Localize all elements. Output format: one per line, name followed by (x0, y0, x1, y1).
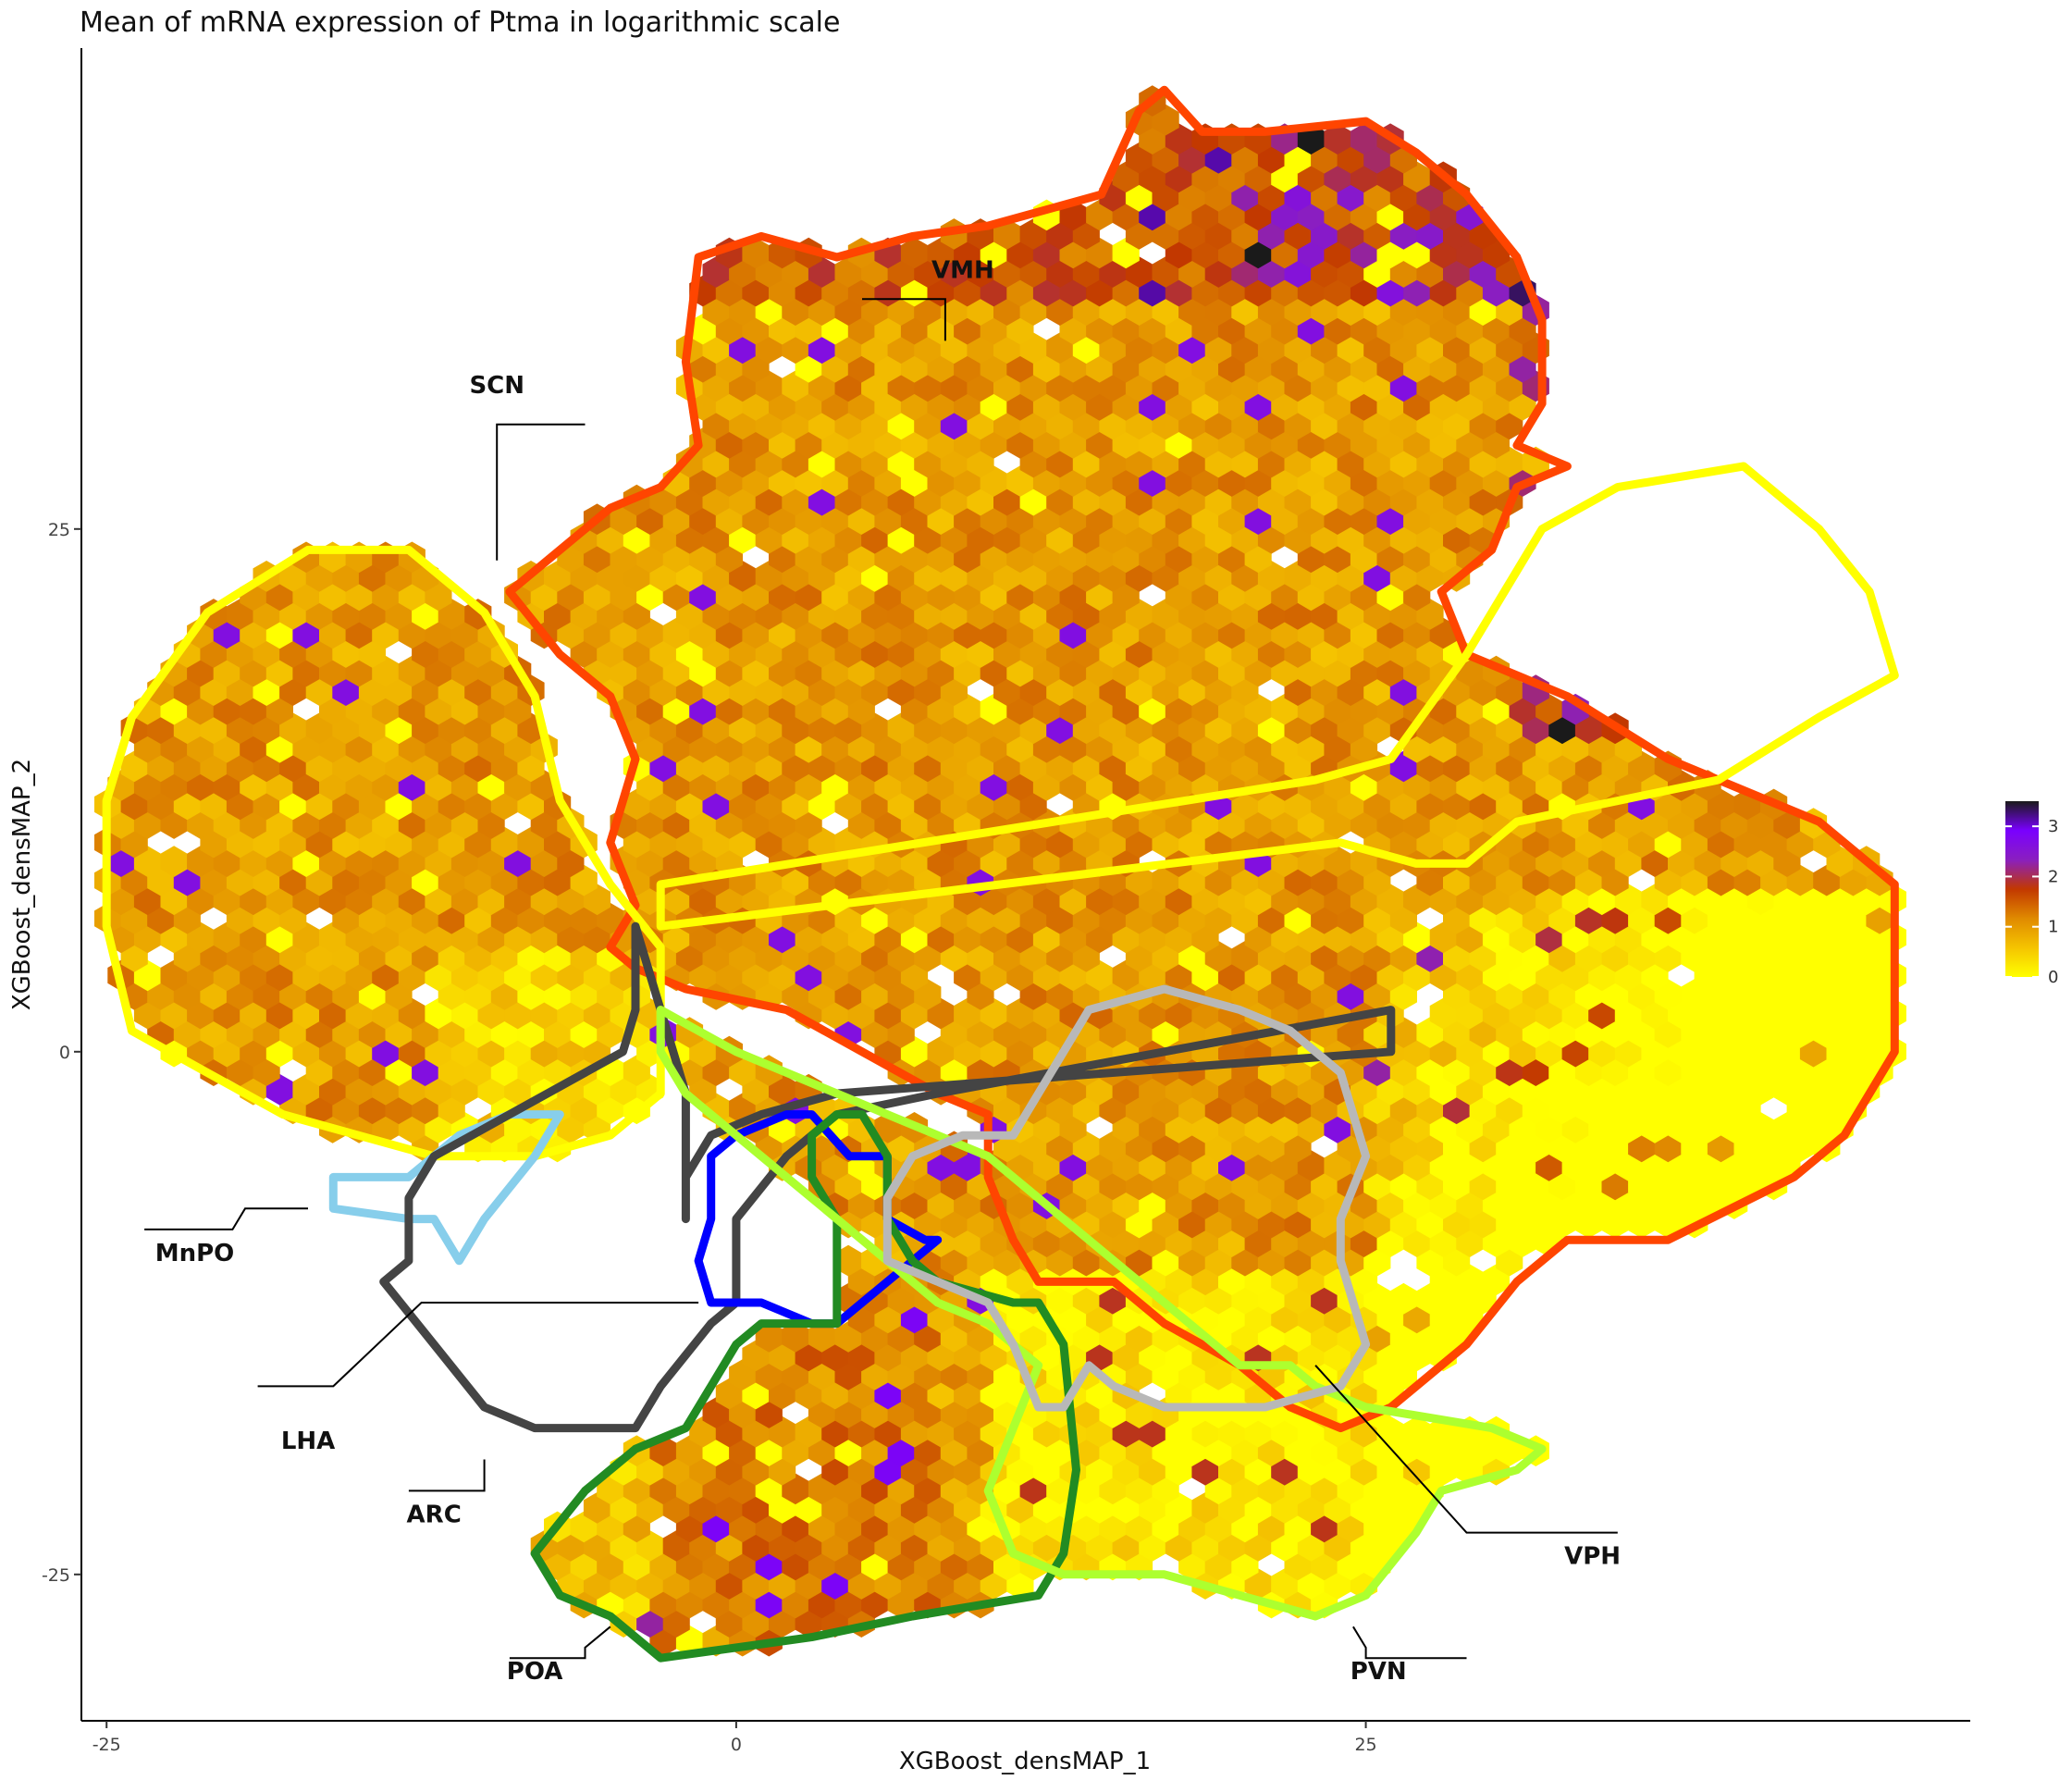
leader-line-poa (509, 1625, 611, 1660)
region-labels: VMH SCN MnPO LHA ARC POA PVN VPH (155, 257, 1621, 1686)
region-label-lha: LHA (281, 1428, 335, 1455)
region-label-pvn: PVN (1350, 1658, 1407, 1686)
hex-cell (742, 237, 770, 269)
region-outline-pvn (656, 1006, 1547, 1621)
region-outlines (102, 85, 1899, 1663)
hex-cell (834, 1244, 862, 1277)
y-tick-label: 0 (59, 1043, 70, 1063)
legend-tick-label: 0 (2048, 968, 2058, 987)
region-outline-arc (694, 1110, 943, 1329)
region-label-vmh: VMH (931, 257, 994, 285)
x-tick-label: 0 (731, 1735, 742, 1755)
color-legend: 0 1 2 3 (2005, 801, 2058, 987)
region-outline-vph (882, 984, 1371, 1412)
y-axis-ticks: -25 0 25 (42, 520, 81, 1586)
x-tick-label: 25 (1354, 1735, 1376, 1755)
region-leader-lines (144, 298, 1618, 1660)
x-tick-label: -25 (92, 1735, 121, 1755)
legend-tick-label: 2 (2048, 867, 2058, 886)
region-label-mnpo: MnPO (155, 1240, 235, 1267)
region-outline-lha (379, 921, 1396, 1433)
y-axis-label: XGBoost_densMAP_2 (8, 759, 36, 1010)
legend-ticks: 0 1 2 3 (2005, 817, 2058, 987)
chart-title: Mean of mRNA expression of Ptma in logar… (80, 6, 840, 39)
hex-cell (160, 846, 188, 877)
hex-cell (1350, 123, 1378, 155)
y-tick-label: -25 (42, 1565, 70, 1586)
y-tick-label: 25 (48, 520, 70, 540)
hex-cell (808, 1321, 835, 1353)
hex-cell (755, 1321, 783, 1353)
hex-cell (1324, 123, 1351, 155)
legend-colorbar (2005, 801, 2039, 977)
region-outline-poa (530, 1110, 1080, 1663)
region-label-vph: VPH (1564, 1543, 1621, 1571)
region-label-scn: SCN (469, 372, 524, 400)
region-label-arc: ARC (407, 1501, 462, 1528)
region-outline-pvh (656, 462, 1899, 931)
leader-line-vph (1314, 1365, 1618, 1534)
region-outline-scn (102, 545, 665, 1161)
hexbin-cells (94, 85, 1906, 1657)
region-label-poa: POA (507, 1658, 563, 1686)
leader-line-pvn (1352, 1625, 1467, 1660)
region-outline-vmh (505, 85, 1899, 1433)
leader-line-lha (257, 1302, 699, 1388)
hex-cell (782, 1321, 809, 1353)
leader-line-arc (408, 1459, 486, 1492)
hex-cell (1403, 1415, 1431, 1448)
leader-line-vmh (862, 298, 946, 341)
x-axis-ticks: -25 0 25 (92, 1721, 1377, 1755)
legend-tick-label: 1 (2048, 918, 2058, 937)
legend-tick-label: 3 (2048, 817, 2058, 836)
leader-line-scn (496, 423, 586, 561)
hex-cell (1389, 1282, 1417, 1315)
x-axis-label: XGBoost_densMAP_1 (899, 1748, 1151, 1775)
leader-line-mnpo (144, 1207, 308, 1230)
hex-cell (900, 237, 929, 269)
